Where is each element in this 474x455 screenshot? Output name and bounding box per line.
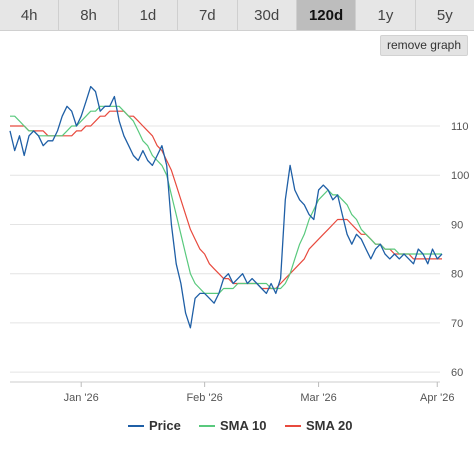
range-tab-5y[interactable]: 5y (436, 6, 453, 24)
x-axis-ticks: Jan '26 Feb '26 Mar '26 Apr '26 (64, 382, 455, 404)
series (9, 85, 443, 329)
grid (10, 125, 440, 383)
range-tab-7d[interactable]: 7d (178, 0, 238, 30)
legend-item-sma10[interactable]: SMA 10 (199, 418, 266, 433)
range-tab-8h[interactable]: 8h (59, 0, 119, 30)
y-tick-label: 110 (451, 121, 469, 133)
series-line-price (9, 85, 443, 329)
y-tick-label: 100 (451, 170, 469, 182)
range-tab-1d[interactable]: 1d (119, 0, 179, 30)
series-line-sma20 (10, 110, 442, 290)
legend-swatch (285, 424, 301, 427)
range-tab-4h[interactable]: 4h (0, 0, 60, 30)
legend-item-sma20[interactable]: SMA 20 (285, 418, 352, 433)
x-tick-label: Apr '26 (420, 392, 455, 404)
range-tab-1y[interactable]: 1y (356, 0, 416, 30)
legend-label: SMA 20 (306, 418, 353, 433)
range-selector: 4h 8h 1d 7d 30d 120d 1y 5y (0, 0, 474, 31)
y-tick-label: 60 (451, 367, 463, 379)
x-tick-label: Jan '26 (64, 392, 99, 404)
y-tick-label: 90 (451, 219, 463, 231)
remove-graph-button[interactable]: remove graph (379, 35, 468, 56)
range-tab-30d[interactable]: 30d (238, 0, 297, 30)
y-axis-ticks: 60 70 80 90 100 110 (451, 121, 469, 379)
y-tick-label: 70 (451, 318, 463, 330)
legend-label: Price (149, 418, 181, 433)
legend-label: SMA 10 (220, 418, 267, 433)
x-tick-label: Mar '26 (300, 392, 336, 404)
legend-swatch (199, 424, 215, 427)
y-tick-label: 80 (451, 269, 463, 281)
series-line-sma10 (10, 105, 442, 294)
range-tab-120d[interactable]: 120d (296, 0, 357, 30)
legend-swatch (128, 424, 144, 427)
x-tick-label: Feb '26 (186, 392, 222, 404)
price-chart: Jan '26 Feb '26 Mar '26 Apr '26 60 70 80 90 100… (9, 85, 469, 404)
legend: Price SMA 10 SMA 20 (0, 418, 474, 440)
legend-item-price[interactable]: Price (128, 418, 181, 433)
